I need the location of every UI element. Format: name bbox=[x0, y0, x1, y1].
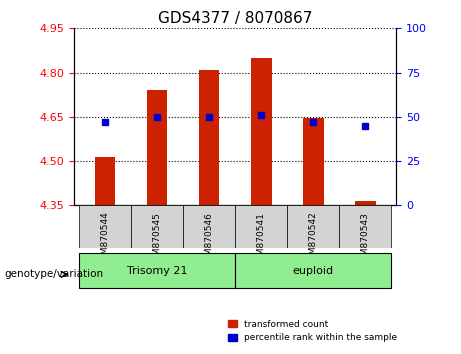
FancyBboxPatch shape bbox=[339, 205, 391, 248]
Text: GSM870545: GSM870545 bbox=[153, 212, 161, 267]
Text: euploid: euploid bbox=[293, 266, 334, 276]
Bar bbox=[251, 58, 272, 205]
Text: Trisomy 21: Trisomy 21 bbox=[127, 266, 187, 276]
Bar bbox=[303, 118, 324, 205]
Text: GSM870543: GSM870543 bbox=[361, 212, 370, 267]
FancyBboxPatch shape bbox=[235, 253, 391, 288]
Bar bbox=[199, 70, 219, 205]
Bar bbox=[147, 90, 167, 205]
FancyBboxPatch shape bbox=[235, 205, 287, 248]
FancyBboxPatch shape bbox=[79, 205, 131, 248]
Text: GSM870544: GSM870544 bbox=[100, 212, 110, 267]
FancyBboxPatch shape bbox=[183, 205, 235, 248]
Legend: transformed count, percentile rank within the sample: transformed count, percentile rank withi… bbox=[225, 316, 401, 346]
Text: GSM870541: GSM870541 bbox=[257, 212, 266, 267]
Text: genotype/variation: genotype/variation bbox=[5, 269, 104, 279]
Bar bbox=[95, 156, 115, 205]
FancyBboxPatch shape bbox=[287, 205, 339, 248]
Title: GDS4377 / 8070867: GDS4377 / 8070867 bbox=[158, 11, 312, 26]
Text: GSM870546: GSM870546 bbox=[205, 212, 213, 267]
FancyBboxPatch shape bbox=[79, 253, 235, 288]
Bar bbox=[355, 201, 376, 205]
FancyBboxPatch shape bbox=[131, 205, 183, 248]
Text: GSM870542: GSM870542 bbox=[309, 212, 318, 267]
